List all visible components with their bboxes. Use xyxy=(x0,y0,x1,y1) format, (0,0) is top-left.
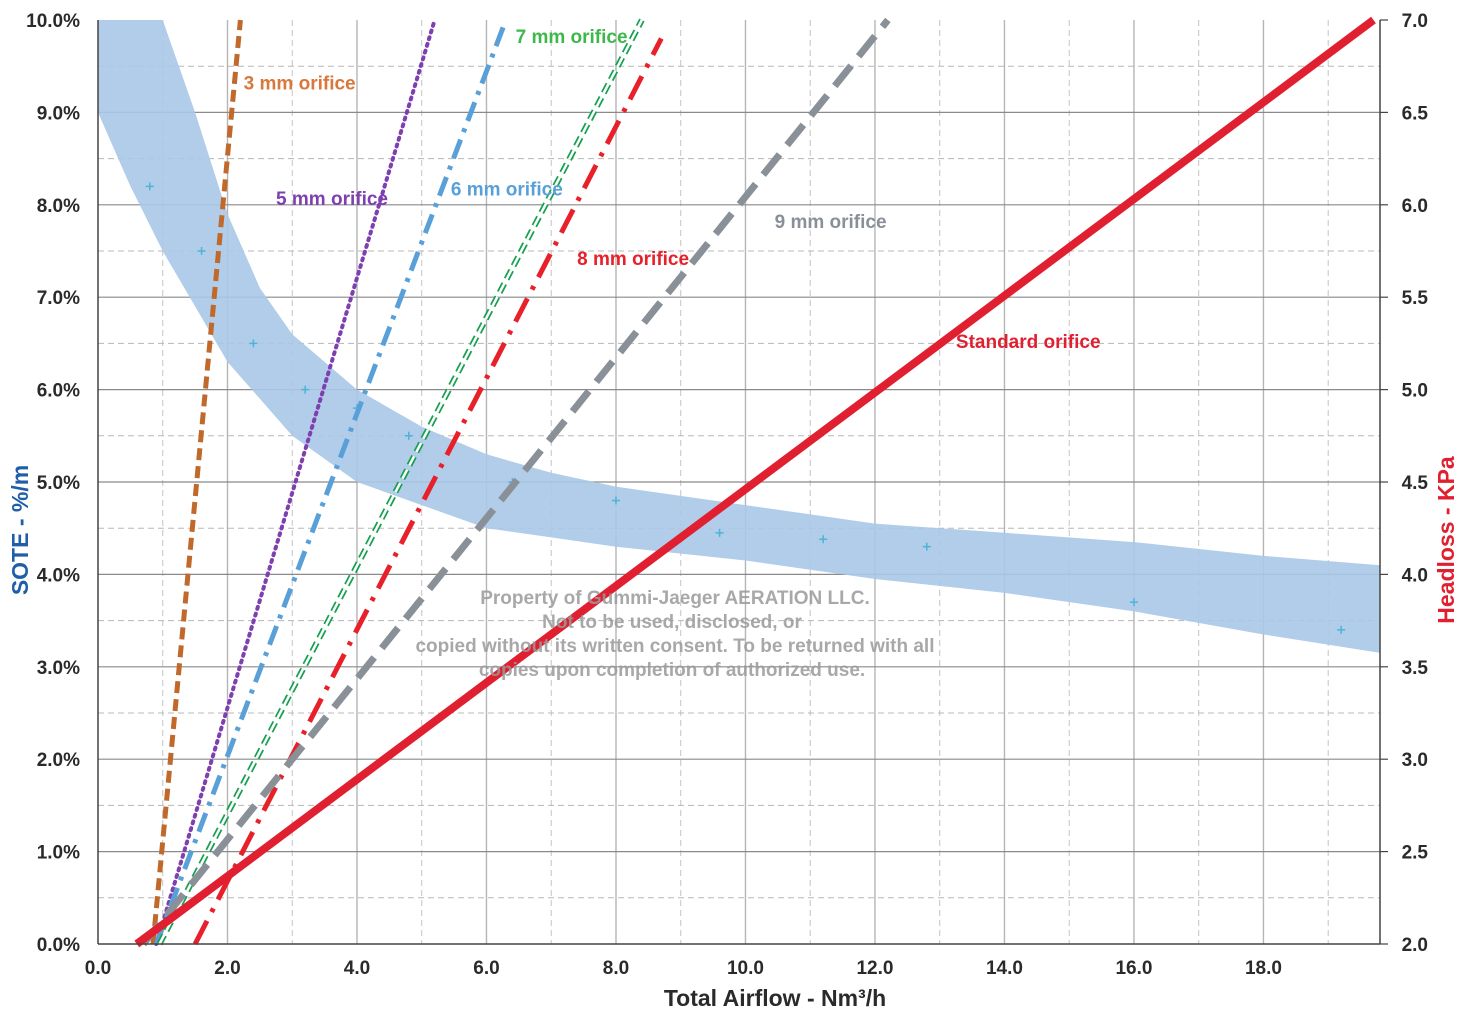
series-lines-layer xyxy=(134,16,1376,948)
x-tick-label: 18.0 xyxy=(1245,958,1282,979)
sote-data-point xyxy=(145,182,154,191)
series-label-6-mm-orifice: 6 mm orifice xyxy=(451,180,563,201)
y-left-tick-label: 10.0% xyxy=(26,11,80,32)
sote-data-point xyxy=(1337,625,1346,634)
y-right-tick-label: 5.5 xyxy=(1402,288,1429,309)
series-labels-layer: 3 mm orifice 5 mm orifice 6 mm orifice 7 mm… xyxy=(244,27,1101,353)
axes: 0.0 2.0 4.0 6.0 8.0 10.0 12.0 14.0 16.0 18.0 0.0% 1… xyxy=(26,11,1428,979)
x-tick-label: 6.0 xyxy=(473,958,499,979)
y-right-tick-label: 6.0 xyxy=(1402,196,1428,217)
x-tick-label: 2.0 xyxy=(214,958,240,979)
y-right-tick-label: 6.5 xyxy=(1402,103,1429,124)
series-label-standard-orifice: Standard orifice xyxy=(956,332,1101,353)
sote-points-layer xyxy=(145,182,1346,634)
y-right-tick-label: 5.0 xyxy=(1402,381,1428,402)
sote-data-point xyxy=(715,528,724,537)
series-line-3-mm-orifice xyxy=(150,19,243,945)
series-line-7-mm-orifice-inner xyxy=(158,19,644,945)
series-line-standard-orifice xyxy=(134,16,1376,948)
watermark-line: Property of Gummi-Jaeger AERATION LLC. xyxy=(480,588,870,609)
y-right-tick-label: 4.0 xyxy=(1402,565,1428,586)
series-line-8-mm-orifice xyxy=(192,37,664,946)
y-right-tick-label: 3.0 xyxy=(1402,750,1428,771)
y-left-tick-label: 6.0% xyxy=(37,381,80,402)
series-label-3-mm-orifice: 3 mm orifice xyxy=(244,73,356,94)
sote-data-point xyxy=(819,535,828,544)
sote-data-point xyxy=(922,542,931,551)
watermark-line: Not to be used, disclosed, or xyxy=(542,612,802,633)
x-tick-label: 4.0 xyxy=(344,958,370,979)
sote-band-layer xyxy=(98,20,1380,653)
y-left-tick-label: 0.0% xyxy=(37,935,80,956)
series-label-9-mm-orifice: 9 mm orifice xyxy=(775,212,887,233)
y-left-tick-label: 2.0% xyxy=(37,750,80,771)
y-left-tick-label: 5.0% xyxy=(37,473,80,494)
y-left-tick-label: 3.0% xyxy=(37,658,80,679)
y-right-tick-label: 2.0 xyxy=(1402,935,1428,956)
sote-data-point xyxy=(197,247,206,255)
x-tick-label: 8.0 xyxy=(603,958,629,979)
grid xyxy=(98,20,1380,944)
watermark-line: copies upon completion of authorized use… xyxy=(479,660,865,681)
sote-data-point xyxy=(249,339,258,348)
series-line-6-mm-orifice xyxy=(153,19,509,945)
series-label-5-mm-orifice: 5 mm orifice xyxy=(276,189,388,210)
watermark-line: copied without its written consent. To b… xyxy=(415,636,934,657)
x-tick-label: 16.0 xyxy=(1115,958,1152,979)
x-tick-label: 12.0 xyxy=(856,958,893,979)
sote-band xyxy=(98,20,1380,653)
x-tick-label: 14.0 xyxy=(986,958,1023,979)
y-right-tick-label: 3.5 xyxy=(1402,658,1429,679)
sote-data-point xyxy=(404,431,413,440)
x-tick-label: 10.0 xyxy=(727,958,764,979)
series-label-8-mm-orifice: 8 mm orifice xyxy=(577,249,689,270)
series-line-9-mm-orifice xyxy=(140,17,891,947)
series-label-7-mm-orifice: 7 mm orifice xyxy=(516,27,628,48)
y-left-tick-label: 1.0% xyxy=(37,843,80,864)
series-line-5-mm-orifice xyxy=(154,18,437,946)
x-axis-title: Total Airflow - Nm³/h xyxy=(664,985,886,1009)
sote-data-point xyxy=(1129,598,1138,607)
x-tick-label: 0.0 xyxy=(85,958,111,979)
y-left-axis-title: SOTE - %/m xyxy=(7,465,33,595)
watermark: Property of Gummi-Jaeger AERATION LLC. No… xyxy=(415,588,934,681)
y-right-tick-label: 7.0 xyxy=(1402,11,1428,32)
y-right-tick-label: 2.5 xyxy=(1402,843,1429,864)
y-left-tick-label: 8.0% xyxy=(37,196,80,217)
y-right-axis-title: Headloss - KPa xyxy=(1433,456,1459,624)
y-right-tick-label: 4.5 xyxy=(1402,473,1429,494)
y-left-tick-label: 7.0% xyxy=(37,288,80,309)
y-left-tick-label: 4.0% xyxy=(37,565,80,586)
y-left-tick-label: 9.0% xyxy=(37,103,80,124)
sote-data-point xyxy=(301,385,310,394)
sote-data-point xyxy=(611,496,620,505)
